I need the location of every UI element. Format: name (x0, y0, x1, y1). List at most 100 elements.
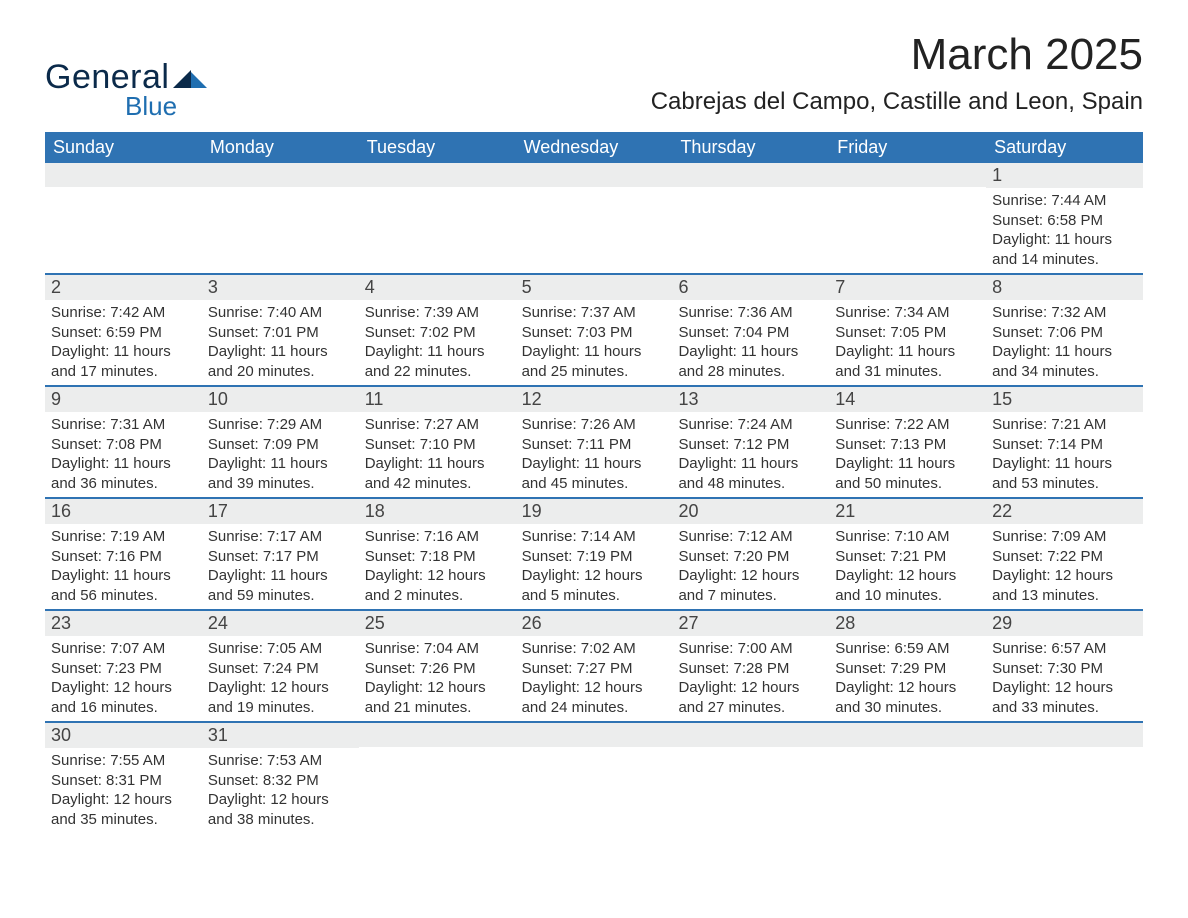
daylight-line: Daylight: 12 hours and 21 minutes. (365, 678, 510, 717)
brand-triangle-icon (173, 66, 207, 93)
daylight-line: Daylight: 12 hours and 13 minutes. (992, 566, 1137, 605)
day-cell: 19Sunrise: 7:14 AMSunset: 7:19 PMDayligh… (516, 499, 673, 609)
sunrise-line: Sunrise: 7:29 AM (208, 415, 353, 435)
sunset-line: Sunset: 7:13 PM (835, 435, 980, 455)
day-number: 19 (516, 499, 673, 524)
sunrise-line: Sunrise: 7:22 AM (835, 415, 980, 435)
day-cell (202, 163, 359, 273)
daylight-line: Daylight: 11 hours and 53 minutes. (992, 454, 1137, 493)
day-number: 17 (202, 499, 359, 524)
calendar: Sunday Monday Tuesday Wednesday Thursday… (45, 132, 1143, 833)
week-row: 30Sunrise: 7:55 AMSunset: 8:31 PMDayligh… (45, 721, 1143, 833)
day-body: Sunrise: 7:02 AMSunset: 7:27 PMDaylight:… (516, 636, 673, 721)
day-number (829, 723, 986, 747)
sunset-line: Sunset: 6:58 PM (992, 211, 1137, 231)
sunset-line: Sunset: 7:14 PM (992, 435, 1137, 455)
sunset-line: Sunset: 7:10 PM (365, 435, 510, 455)
day-number (359, 723, 516, 747)
daylight-line: Daylight: 12 hours and 30 minutes. (835, 678, 980, 717)
day-body: Sunrise: 7:26 AMSunset: 7:11 PMDaylight:… (516, 412, 673, 497)
sunrise-line: Sunrise: 7:37 AM (522, 303, 667, 323)
day-body: Sunrise: 7:09 AMSunset: 7:22 PMDaylight:… (986, 524, 1143, 609)
day-number: 21 (829, 499, 986, 524)
daylight-line: Daylight: 11 hours and 25 minutes. (522, 342, 667, 381)
daylight-line: Daylight: 11 hours and 31 minutes. (835, 342, 980, 381)
day-cell (359, 163, 516, 273)
daylight-line: Daylight: 12 hours and 16 minutes. (51, 678, 196, 717)
weeks-container: 1Sunrise: 7:44 AMSunset: 6:58 PMDaylight… (45, 163, 1143, 833)
day-number: 6 (672, 275, 829, 300)
daylight-line: Daylight: 11 hours and 14 minutes. (992, 230, 1137, 269)
day-cell: 11Sunrise: 7:27 AMSunset: 7:10 PMDayligh… (359, 387, 516, 497)
week-row: 9Sunrise: 7:31 AMSunset: 7:08 PMDaylight… (45, 385, 1143, 497)
day-body (202, 187, 359, 194)
sunset-line: Sunset: 7:16 PM (51, 547, 196, 567)
day-body: Sunrise: 7:40 AMSunset: 7:01 PMDaylight:… (202, 300, 359, 385)
weekday-header: Sunday (45, 132, 202, 163)
daylight-line: Daylight: 11 hours and 59 minutes. (208, 566, 353, 605)
day-cell (672, 723, 829, 833)
sunset-line: Sunset: 7:26 PM (365, 659, 510, 679)
day-body (672, 747, 829, 754)
day-cell: 12Sunrise: 7:26 AMSunset: 7:11 PMDayligh… (516, 387, 673, 497)
day-body: Sunrise: 7:32 AMSunset: 7:06 PMDaylight:… (986, 300, 1143, 385)
day-cell: 31Sunrise: 7:53 AMSunset: 8:32 PMDayligh… (202, 723, 359, 833)
sunrise-line: Sunrise: 7:32 AM (992, 303, 1137, 323)
sunset-line: Sunset: 7:29 PM (835, 659, 980, 679)
daylight-line: Daylight: 12 hours and 35 minutes. (51, 790, 196, 829)
day-body (672, 187, 829, 194)
day-number: 4 (359, 275, 516, 300)
week-row: 16Sunrise: 7:19 AMSunset: 7:16 PMDayligh… (45, 497, 1143, 609)
day-body: Sunrise: 7:55 AMSunset: 8:31 PMDaylight:… (45, 748, 202, 833)
daylight-line: Daylight: 11 hours and 39 minutes. (208, 454, 353, 493)
weekday-header: Thursday (672, 132, 829, 163)
day-cell: 24Sunrise: 7:05 AMSunset: 7:24 PMDayligh… (202, 611, 359, 721)
sunrise-line: Sunrise: 6:59 AM (835, 639, 980, 659)
day-cell (829, 163, 986, 273)
sunset-line: Sunset: 7:12 PM (678, 435, 823, 455)
day-body: Sunrise: 7:10 AMSunset: 7:21 PMDaylight:… (829, 524, 986, 609)
day-number (672, 723, 829, 747)
sunset-line: Sunset: 7:02 PM (365, 323, 510, 343)
sunrise-line: Sunrise: 7:02 AM (522, 639, 667, 659)
day-cell: 26Sunrise: 7:02 AMSunset: 7:27 PMDayligh… (516, 611, 673, 721)
day-number: 31 (202, 723, 359, 748)
day-number: 23 (45, 611, 202, 636)
daylight-line: Daylight: 12 hours and 33 minutes. (992, 678, 1137, 717)
day-number (672, 163, 829, 187)
weekday-header-row: Sunday Monday Tuesday Wednesday Thursday… (45, 132, 1143, 163)
day-body: Sunrise: 7:53 AMSunset: 8:32 PMDaylight:… (202, 748, 359, 833)
day-body (516, 747, 673, 754)
day-body: Sunrise: 7:24 AMSunset: 7:12 PMDaylight:… (672, 412, 829, 497)
day-body: Sunrise: 7:00 AMSunset: 7:28 PMDaylight:… (672, 636, 829, 721)
daylight-line: Daylight: 12 hours and 10 minutes. (835, 566, 980, 605)
sunset-line: Sunset: 7:01 PM (208, 323, 353, 343)
day-body (516, 187, 673, 194)
header-block: General Blue March 2025 Cabrejas del Cam… (45, 30, 1143, 122)
day-number: 30 (45, 723, 202, 748)
sunset-line: Sunset: 8:31 PM (51, 771, 196, 791)
day-number: 10 (202, 387, 359, 412)
day-number: 26 (516, 611, 673, 636)
day-body (829, 747, 986, 754)
daylight-line: Daylight: 11 hours and 56 minutes. (51, 566, 196, 605)
day-cell: 16Sunrise: 7:19 AMSunset: 7:16 PMDayligh… (45, 499, 202, 609)
day-body: Sunrise: 7:42 AMSunset: 6:59 PMDaylight:… (45, 300, 202, 385)
day-number: 18 (359, 499, 516, 524)
day-number (829, 163, 986, 187)
sunrise-line: Sunrise: 7:17 AM (208, 527, 353, 547)
day-cell: 28Sunrise: 6:59 AMSunset: 7:29 PMDayligh… (829, 611, 986, 721)
day-body (45, 187, 202, 194)
day-number: 25 (359, 611, 516, 636)
day-number: 3 (202, 275, 359, 300)
sunset-line: Sunset: 7:19 PM (522, 547, 667, 567)
daylight-line: Daylight: 11 hours and 28 minutes. (678, 342, 823, 381)
day-body: Sunrise: 7:05 AMSunset: 7:24 PMDaylight:… (202, 636, 359, 721)
sunset-line: Sunset: 7:21 PM (835, 547, 980, 567)
sunrise-line: Sunrise: 7:12 AM (678, 527, 823, 547)
daylight-line: Daylight: 11 hours and 17 minutes. (51, 342, 196, 381)
sunrise-line: Sunrise: 7:14 AM (522, 527, 667, 547)
day-cell: 7Sunrise: 7:34 AMSunset: 7:05 PMDaylight… (829, 275, 986, 385)
brand-blue: Blue (125, 91, 207, 122)
day-number: 9 (45, 387, 202, 412)
